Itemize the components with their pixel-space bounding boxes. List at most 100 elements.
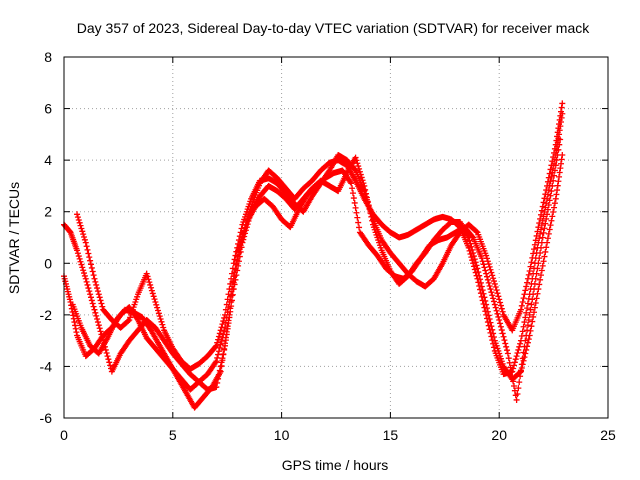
data-point-marker xyxy=(517,373,524,380)
data-point-marker xyxy=(472,259,479,266)
data-point-marker xyxy=(470,249,477,256)
data-point-marker xyxy=(517,306,524,313)
data-point-marker xyxy=(510,362,517,369)
data-point-marker xyxy=(348,180,355,187)
data-point-marker xyxy=(366,205,373,212)
data-point-marker xyxy=(498,305,505,312)
data-point-marker xyxy=(85,250,92,257)
data-point-marker xyxy=(71,319,78,326)
data-point-marker xyxy=(537,215,544,222)
data-point-marker xyxy=(351,166,358,173)
data-point-marker xyxy=(222,306,229,313)
data-point-marker xyxy=(236,241,243,248)
data-point-marker xyxy=(87,291,94,298)
data-point-marker xyxy=(489,292,496,299)
data-point-marker xyxy=(213,342,220,349)
data-point-marker xyxy=(554,129,561,136)
data-point-marker xyxy=(94,319,101,326)
data-point-marker xyxy=(559,100,566,107)
data-point-marker xyxy=(550,177,557,184)
data-point-marker xyxy=(217,341,224,348)
data-point-marker xyxy=(555,125,562,132)
data-point-marker xyxy=(74,211,81,218)
data-point-marker xyxy=(483,270,490,277)
data-point-marker xyxy=(516,379,523,386)
data-point-marker xyxy=(484,258,491,265)
data-point-marker xyxy=(537,211,544,218)
data-point-marker xyxy=(219,321,226,328)
data-point-marker xyxy=(355,219,362,226)
data-point-marker xyxy=(486,282,493,289)
data-point-marker xyxy=(556,173,563,180)
data-point-marker xyxy=(485,261,492,268)
y-tick-label: 8 xyxy=(44,49,52,65)
plot-frame xyxy=(63,56,609,419)
data-point-marker xyxy=(522,314,529,321)
data-point-marker xyxy=(94,315,101,322)
data-point-marker xyxy=(489,326,496,333)
data-point-marker xyxy=(491,301,498,308)
data-point-marker xyxy=(516,343,523,350)
data-point-marker xyxy=(84,281,91,288)
data-point-marker xyxy=(533,270,540,277)
data-point-marker xyxy=(549,182,556,189)
data-point-marker xyxy=(97,297,104,304)
data-point-marker xyxy=(144,273,151,280)
data-point-marker xyxy=(218,324,225,331)
data-point-marker xyxy=(364,199,371,206)
data-point-marker xyxy=(520,295,527,302)
data-point-marker xyxy=(490,298,497,305)
data-point-marker xyxy=(527,306,534,313)
data-point-marker xyxy=(519,298,526,305)
data-point-marker xyxy=(479,258,486,265)
data-point-marker xyxy=(529,296,536,303)
data-point-marker xyxy=(519,355,526,362)
data-point-marker xyxy=(543,187,550,194)
data-point-marker xyxy=(95,291,102,298)
data-point-marker xyxy=(504,350,511,357)
data-point-marker xyxy=(363,193,370,200)
data-point-marker xyxy=(542,220,549,227)
data-point-marker xyxy=(105,356,112,363)
data-point-marker xyxy=(534,228,541,235)
x-tick-label: 15 xyxy=(383,427,399,443)
data-point-marker xyxy=(356,224,363,231)
data-point-marker xyxy=(228,275,235,282)
data-point-marker xyxy=(365,202,372,209)
data-point-marker xyxy=(486,263,493,270)
data-point-marker xyxy=(77,222,84,229)
data-point-marker xyxy=(522,287,529,294)
data-point-marker xyxy=(484,255,491,262)
data-point-marker xyxy=(536,255,543,262)
data-point-marker xyxy=(542,191,549,198)
data-point-marker xyxy=(545,202,552,209)
data-point-marker xyxy=(518,361,525,368)
data-point-marker xyxy=(106,359,113,366)
data-point-marker xyxy=(490,334,497,341)
data-point-marker xyxy=(107,362,114,369)
y-tick-label: 4 xyxy=(44,152,52,168)
data-point-marker xyxy=(158,318,165,325)
data-point-marker xyxy=(510,378,517,385)
data-point-marker xyxy=(554,133,561,140)
data-point-marker xyxy=(490,275,497,282)
data-point-marker xyxy=(557,112,564,119)
data-point-marker xyxy=(223,328,230,335)
data-point-marker xyxy=(488,323,495,330)
data-point-marker xyxy=(84,246,91,253)
data-point-marker xyxy=(538,267,545,274)
data-point-marker xyxy=(484,276,491,283)
series-track-3 xyxy=(74,100,566,373)
data-point-marker xyxy=(476,272,483,279)
data-point-marker xyxy=(155,307,162,314)
data-point-marker xyxy=(77,258,84,265)
data-point-marker xyxy=(78,261,85,268)
data-point-marker xyxy=(484,273,491,280)
data-point-marker xyxy=(531,280,538,287)
data-point-marker xyxy=(551,204,558,211)
data-point-marker xyxy=(352,154,359,161)
data-point-marker xyxy=(531,286,538,293)
data-point-marker xyxy=(225,291,232,298)
data-point-marker xyxy=(514,391,521,398)
data-point-marker xyxy=(545,230,552,237)
